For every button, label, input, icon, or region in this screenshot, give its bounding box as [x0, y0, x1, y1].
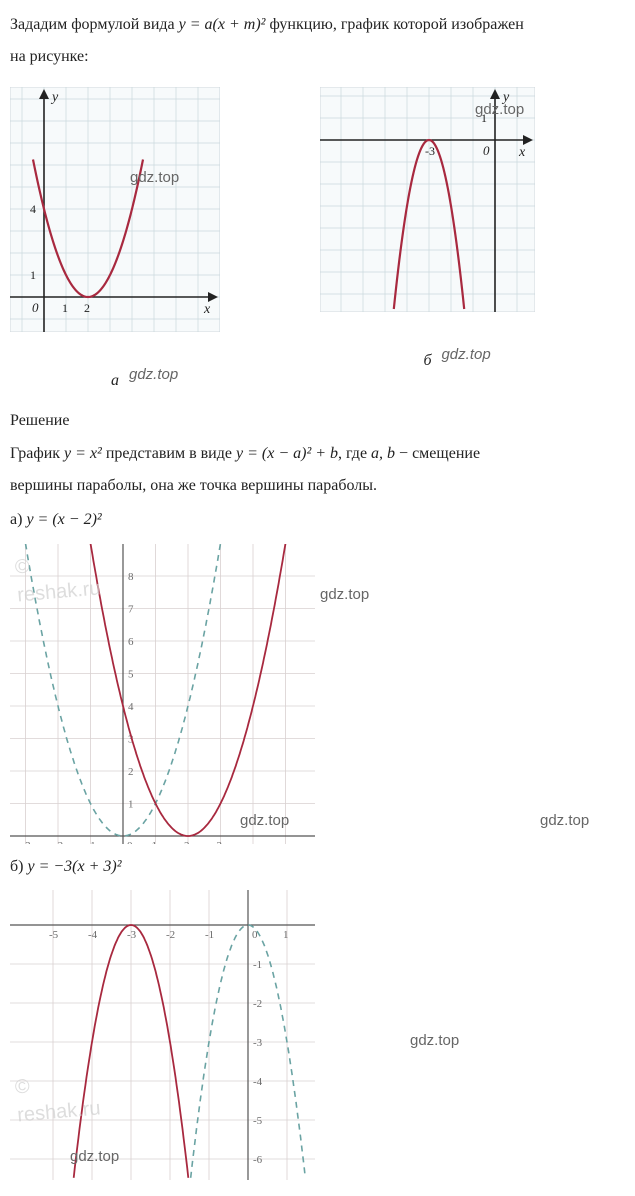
svg-text:2: 2	[84, 301, 90, 315]
svg-text:-1: -1	[205, 929, 214, 941]
svg-text:-3: -3	[22, 840, 32, 844]
watermark-gdz: gdz.top	[129, 364, 178, 385]
explain-f1: y = x²	[64, 445, 102, 462]
figure-a-label: а	[111, 372, 119, 389]
explain-t4: − смещение	[395, 445, 480, 462]
chart-b-wrap: -5-4-3-2-111-1-2-3-4-5-60 © reshak.ru gd…	[10, 890, 625, 1180]
svg-text:x: x	[203, 302, 211, 317]
chart-a-svg: -3-2-1123-1123456780	[10, 544, 315, 844]
prompt-line2: на рисунке:	[10, 46, 625, 68]
solution-heading: Решение	[10, 410, 625, 432]
watermark-gdz: gdz.top	[320, 584, 369, 605]
svg-text:-3: -3	[425, 144, 435, 158]
svg-text:7: 7	[128, 603, 134, 615]
figure-b-label: б	[423, 352, 431, 369]
svg-text:-6: -6	[253, 1154, 263, 1166]
svg-text:5: 5	[128, 668, 134, 680]
answer-a-label: а)	[10, 511, 26, 528]
svg-text:-4: -4	[253, 1076, 263, 1088]
svg-text:-4: -4	[88, 929, 98, 941]
problem-figure-b: 0xy-31 gdz.top б gdz.top	[320, 79, 535, 372]
svg-text:1: 1	[152, 840, 158, 844]
explain-f2: y = (x − a)² + b	[236, 445, 338, 462]
answer-b-formula: y = −3(x + 3)²	[27, 858, 121, 875]
svg-text:3: 3	[217, 840, 223, 844]
svg-text:1: 1	[283, 929, 289, 941]
prompt-line1: Зададим формулой вида y = a(x + m)² функ…	[10, 14, 625, 36]
prompt-intro-1: Зададим формулой вида	[10, 16, 179, 33]
problem-figures-row: 0xy1214 gdz.top а gdz.top 0xy-31 gdz.top…	[10, 79, 625, 392]
svg-text:-5: -5	[49, 929, 59, 941]
watermark-gdz: gdz.top	[441, 344, 490, 365]
explain-vars: a, b	[371, 445, 395, 462]
svg-text:-2: -2	[54, 840, 63, 844]
svg-text:x: x	[518, 145, 526, 160]
chart-b-svg: -5 -4 -3 -2 -1 1 1 -1 -2 -3 -4 -5 -6 0	[10, 890, 315, 1180]
svg-text:-1: -1	[87, 840, 96, 844]
svg-text:-1: -1	[253, 959, 262, 971]
answer-a-formula: y = (x − 2)²	[26, 511, 101, 528]
watermark-gdz: gdz.top	[540, 810, 589, 831]
svg-text:0: 0	[252, 929, 258, 941]
explain-t2: представим в виде	[102, 445, 236, 462]
svg-text:1: 1	[30, 268, 36, 282]
problem-figure-a: 0xy1214 gdz.top а gdz.top	[10, 79, 220, 392]
svg-text:6: 6	[128, 636, 134, 648]
answer-b: б) y = −3(x + 3)²	[10, 856, 625, 878]
figure-b-svg: 0 x y -3 1	[320, 87, 535, 312]
svg-text:1: 1	[481, 111, 487, 125]
svg-text:1: 1	[128, 798, 134, 810]
explain-t1: График	[10, 445, 64, 462]
svg-text:-3: -3	[127, 929, 137, 941]
svg-text:y: y	[501, 90, 510, 105]
svg-text:4: 4	[30, 202, 36, 216]
explain-t3: , где	[338, 445, 371, 462]
answer-a: а) y = (x − 2)²	[10, 509, 625, 531]
chart-a-wrap: -3-2-1123-1123456780 © reshak.ru gdz.top…	[10, 544, 625, 844]
prompt-intro-2: функцию, график которой изображен	[265, 16, 523, 33]
svg-text:0: 0	[483, 143, 490, 158]
svg-text:-3: -3	[253, 1037, 263, 1049]
svg-text:0: 0	[32, 300, 39, 315]
svg-text:4: 4	[128, 701, 134, 713]
watermark-gdz: gdz.top	[410, 1030, 459, 1051]
svg-text:2: 2	[184, 840, 190, 844]
svg-text:1: 1	[253, 890, 259, 893]
svg-text:1: 1	[62, 301, 68, 315]
figure-a-svg: 0 x y 1 2 1 4	[10, 87, 220, 332]
explain-line1: График y = x² представим в виде y = (x −…	[10, 443, 625, 465]
svg-text:-5: -5	[253, 1115, 263, 1127]
svg-text:2: 2	[128, 766, 134, 778]
answer-b-label: б)	[10, 858, 27, 875]
svg-text:-2: -2	[253, 998, 262, 1010]
svg-text:8: 8	[128, 571, 134, 583]
svg-text:y: y	[50, 90, 59, 105]
prompt-formula: y = a(x + m)²	[179, 16, 266, 33]
svg-text:0: 0	[127, 840, 133, 844]
svg-text:-2: -2	[166, 929, 175, 941]
explain-line2: вершины параболы, она же точка вершины п…	[10, 475, 625, 497]
